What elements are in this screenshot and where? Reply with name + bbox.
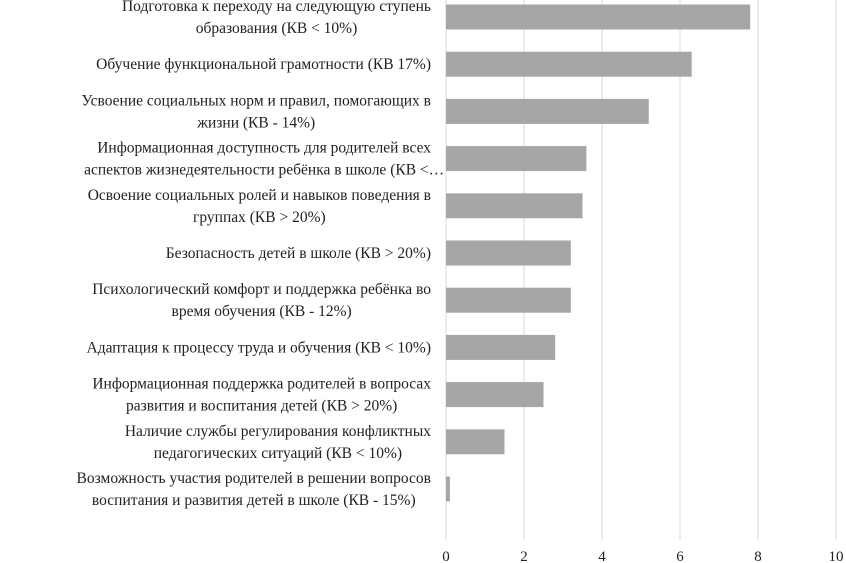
category-label-11: Возможность участия родителей в решении … (77, 470, 431, 509)
category-label-7: Психологический комфорт и поддержка ребё… (92, 281, 431, 320)
x-tick-label: 6 (676, 549, 684, 563)
category-label-line: Возможность участия родителей в решении … (77, 470, 431, 487)
bar-10 (446, 429, 505, 455)
category-label-line: время обучения (КВ - 12%) (172, 303, 352, 320)
category-label-line: группах (КВ > 20%) (193, 209, 326, 226)
category-label-line: Информационная поддержка родителей в воп… (92, 376, 431, 393)
category-label-6: Безопасность детей в школе (КВ > 20%) (166, 245, 431, 262)
category-label-line: воспитания и развития детей в школе (КВ … (92, 492, 416, 509)
category-label-4: Информационная доступность для родителей… (84, 140, 444, 179)
category-label-line: Безопасность детей в школе (КВ > 20%) (166, 245, 431, 262)
category-label-9: Информационная поддержка родителей в воп… (92, 376, 431, 415)
bar-9 (446, 382, 544, 408)
bar-4 (446, 146, 587, 172)
bar-5 (446, 193, 583, 219)
x-tick-label: 10 (829, 549, 844, 563)
category-label-line: Адаптация к процессу труда и обучения (К… (87, 339, 432, 356)
x-tick-label: 2 (520, 549, 528, 563)
category-label-line: Информационная доступность для родителей… (97, 140, 431, 157)
bar-7 (446, 287, 571, 313)
category-labels: Подготовка к переходу на следующую ступе… (77, 0, 445, 509)
bar-3 (446, 98, 649, 124)
category-label-8: Адаптация к процессу труда и обучения (К… (87, 339, 432, 356)
x-axis-tick-labels: 0 2 4 6 8 10 (442, 549, 843, 563)
category-label-10: Наличие службы регулирования конфликтных… (125, 423, 431, 462)
bar-6 (446, 240, 571, 266)
bars (446, 4, 751, 502)
grid-lines (445, 0, 837, 540)
category-label-line: Обучение функциональной грамотности (КВ … (96, 56, 431, 73)
x-tick-label: 0 (442, 549, 450, 563)
category-label-5: Освоение социальных ролей и навыков пове… (88, 187, 431, 226)
category-label-2: Обучение функциональной грамотности (КВ … (96, 56, 431, 73)
category-label-line: образования (КВ < 10%) (196, 20, 358, 37)
category-label-line: Освоение социальных ролей и навыков пове… (88, 187, 431, 204)
bar-1 (446, 4, 751, 30)
category-label-line: Подготовка к переходу на следующую ступе… (122, 0, 431, 15)
category-label-line: аспектов жизнедеятельности ребёнка в шко… (84, 162, 444, 179)
category-label-line: Усвоение социальных норм и правил, помог… (82, 92, 431, 109)
category-label-line: жизни (КВ - 14%) (196, 114, 315, 131)
x-tick-label: 8 (754, 549, 762, 563)
bar-11 (446, 476, 450, 502)
category-label-line: развития и воспитания детей (КВ > 20%) (126, 398, 397, 415)
x-tick-label: 4 (598, 549, 606, 563)
category-label-line: педагогических ситуаций (КВ < 10%) (154, 445, 402, 462)
bar-2 (446, 51, 692, 77)
category-label-line: Наличие службы регулирования конфликтных (125, 423, 431, 440)
category-label-1: Подготовка к переходу на следующую ступе… (122, 0, 431, 37)
category-label-line: Психологический комфорт и поддержка ребё… (92, 281, 431, 298)
bar-8 (446, 334, 556, 360)
category-label-3: Усвоение социальных норм и правил, помог… (82, 92, 431, 131)
